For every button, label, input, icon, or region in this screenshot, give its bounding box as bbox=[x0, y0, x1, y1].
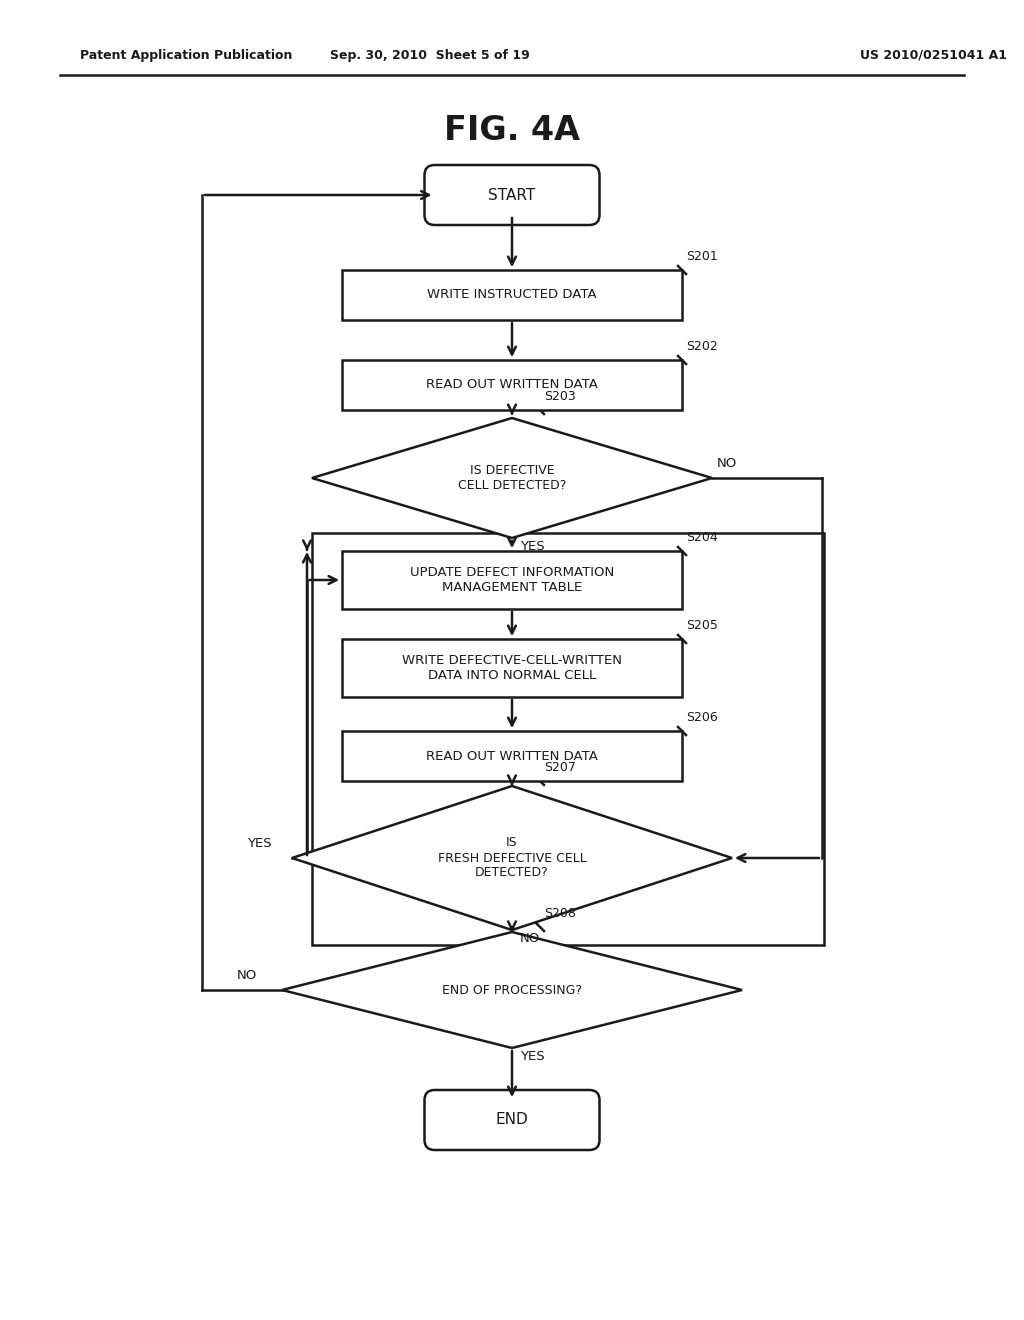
Bar bbox=[342, 639, 682, 697]
Text: Sep. 30, 2010  Sheet 5 of 19: Sep. 30, 2010 Sheet 5 of 19 bbox=[330, 49, 529, 62]
Text: WRITE INSTRUCTED DATA: WRITE INSTRUCTED DATA bbox=[427, 289, 597, 301]
FancyBboxPatch shape bbox=[425, 165, 599, 224]
Text: NO: NO bbox=[237, 969, 257, 982]
Text: END: END bbox=[496, 1113, 528, 1127]
Bar bbox=[342, 360, 682, 411]
Text: YES: YES bbox=[247, 837, 271, 850]
Text: READ OUT WRITTEN DATA: READ OUT WRITTEN DATA bbox=[426, 379, 598, 392]
Bar bbox=[312, 533, 824, 945]
Bar bbox=[342, 271, 682, 319]
Text: IS
FRESH DEFECTIVE CELL
DETECTED?: IS FRESH DEFECTIVE CELL DETECTED? bbox=[437, 837, 587, 879]
Text: Patent Application Publication: Patent Application Publication bbox=[80, 49, 293, 62]
Bar bbox=[342, 550, 682, 609]
Text: IS DEFECTIVE
CELL DETECTED?: IS DEFECTIVE CELL DETECTED? bbox=[458, 465, 566, 492]
Text: YES: YES bbox=[520, 540, 545, 553]
Polygon shape bbox=[292, 785, 732, 931]
Text: START: START bbox=[488, 187, 536, 202]
Text: END OF PROCESSING?: END OF PROCESSING? bbox=[442, 983, 582, 997]
Text: UPDATE DEFECT INFORMATION
MANAGEMENT TABLE: UPDATE DEFECT INFORMATION MANAGEMENT TAB… bbox=[410, 566, 614, 594]
Text: S202: S202 bbox=[686, 341, 718, 352]
Text: S205: S205 bbox=[686, 619, 718, 632]
FancyBboxPatch shape bbox=[425, 1090, 599, 1150]
Text: S201: S201 bbox=[686, 249, 718, 263]
Text: S204: S204 bbox=[686, 531, 718, 544]
Text: WRITE DEFECTIVE-CELL-WRITTEN
DATA INTO NORMAL CELL: WRITE DEFECTIVE-CELL-WRITTEN DATA INTO N… bbox=[402, 653, 622, 682]
Bar bbox=[342, 731, 682, 781]
Polygon shape bbox=[312, 418, 712, 539]
Text: US 2010/0251041 A1: US 2010/0251041 A1 bbox=[860, 49, 1007, 62]
Text: S208: S208 bbox=[544, 907, 575, 920]
Text: READ OUT WRITTEN DATA: READ OUT WRITTEN DATA bbox=[426, 750, 598, 763]
Text: S206: S206 bbox=[686, 711, 718, 723]
Text: NO: NO bbox=[520, 932, 541, 945]
Polygon shape bbox=[282, 932, 742, 1048]
Text: YES: YES bbox=[520, 1049, 545, 1063]
Text: S203: S203 bbox=[544, 389, 575, 403]
Text: FIG. 4A: FIG. 4A bbox=[444, 114, 580, 147]
Text: NO: NO bbox=[717, 457, 737, 470]
Text: S207: S207 bbox=[544, 762, 575, 774]
